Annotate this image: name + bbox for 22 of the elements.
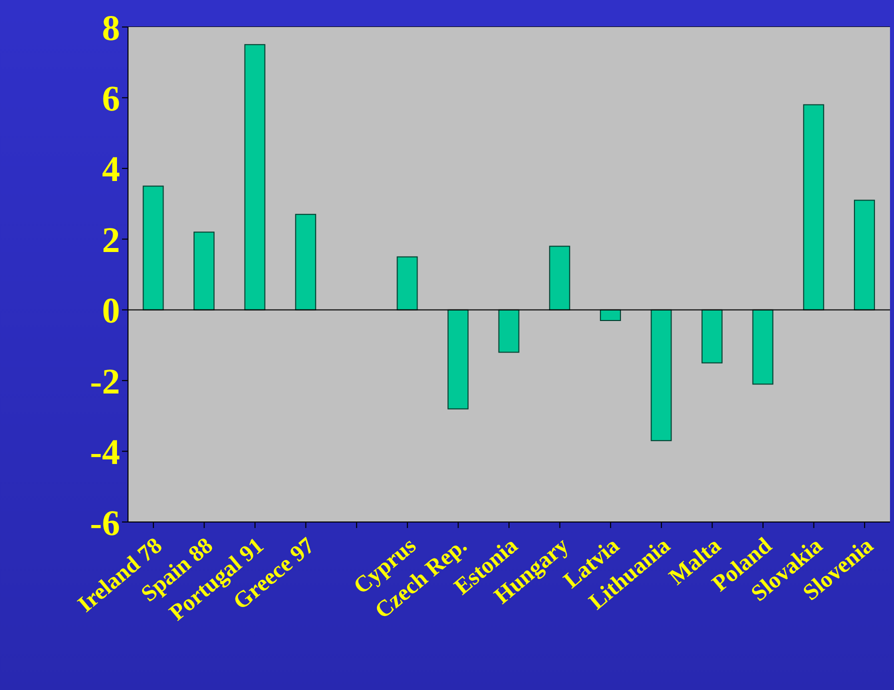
bar — [295, 214, 316, 310]
bar — [752, 309, 774, 385]
bar — [194, 232, 215, 310]
y-tick-label: -2 — [90, 361, 120, 402]
y-tick-label: 8 — [102, 8, 120, 48]
y-tick-label: 2 — [102, 220, 120, 260]
y-tick-label: -6 — [90, 502, 120, 543]
bar — [600, 309, 621, 321]
bar — [448, 309, 469, 410]
bar — [854, 200, 875, 310]
bar — [702, 309, 723, 364]
bar — [650, 309, 672, 442]
y-tick-label: 6 — [102, 78, 120, 118]
y-tick-label: -4 — [90, 432, 120, 472]
y-tick-label: 4 — [102, 149, 120, 190]
bar — [244, 44, 266, 310]
bar — [549, 246, 570, 310]
bar — [142, 186, 164, 310]
bar — [498, 309, 520, 353]
bar — [396, 256, 418, 310]
y-tick-label: 0 — [102, 290, 120, 331]
bar — [803, 104, 824, 310]
